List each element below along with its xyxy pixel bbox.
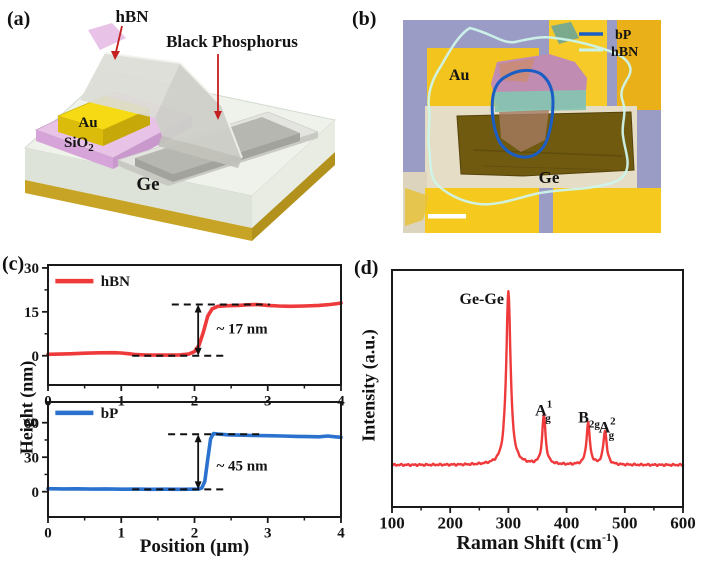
x-tick-label: 1	[118, 525, 126, 541]
x-tick-label: 200	[437, 513, 463, 532]
au-pad-bottom-right	[553, 188, 661, 233]
peak-label: B2g	[578, 409, 600, 430]
panel-b-label: (b)	[352, 8, 377, 30]
step-height-note: ~ 45 nm	[216, 458, 268, 474]
x-tick-label: 100	[379, 513, 405, 532]
hbn-sheet-highlight	[104, 52, 243, 159]
sio2-layer-label: SiO2	[64, 135, 94, 154]
height-axis-title: Height (nm)	[16, 360, 37, 455]
bp-region-mauve	[499, 110, 549, 152]
x-tick-label: 3	[264, 525, 272, 541]
legend-bp-label: bP	[615, 28, 632, 43]
raman-spectrum-chart: 100 200 300 400 500 600 Raman Shift (cm-1) Ge-G…	[379, 269, 696, 554]
y-tick-label: 0	[32, 485, 40, 501]
x-tick-label: 4	[337, 525, 345, 541]
x-tick-label: 500	[612, 513, 638, 532]
raman-curve	[390, 290, 685, 467]
x-axis-title: Position (μm)	[140, 536, 249, 557]
au-layer-label: Au	[78, 115, 97, 131]
hbn-outline	[427, 26, 632, 206]
bp-height-profile-chart: ~ 45 nm 0 1 2 3 4 0 30 60 bP Position (μm)	[24, 401, 345, 557]
au-pad-bottom-left	[425, 188, 539, 233]
ge-substrate-right	[252, 120, 335, 228]
arrow-head-up	[194, 304, 202, 313]
optical-micrograph: bP hBN Au Ge	[403, 20, 661, 233]
sio2-back-sliver	[88, 23, 126, 50]
device-schematic: hBN Black Phosphorus Au SiO2 Ge	[23, 7, 337, 241]
legend-label: bP	[101, 406, 119, 422]
au-pad-top-right	[617, 20, 661, 110]
y-tick-label: 60	[24, 416, 39, 432]
peak-label: Ge-Ge	[460, 291, 504, 308]
legend-label: hBN	[101, 274, 130, 290]
au-region-label: Au	[449, 67, 470, 84]
hbn-callout-label: hBN	[115, 7, 149, 26]
y-tick-label: 0	[32, 349, 40, 365]
ge-substrate-gold-front	[25, 180, 252, 241]
bp-region-teal-band	[493, 90, 586, 112]
x-tick-label: 300	[496, 513, 522, 532]
au-electrode-front	[58, 116, 103, 146]
bp-flake-base-side	[118, 160, 168, 186]
arrow-head-down	[194, 347, 202, 356]
hBN-curve	[46, 301, 343, 357]
ge-substrate-front	[25, 148, 252, 228]
flake-streak	[472, 149, 624, 157]
axes-box	[47, 401, 342, 518]
step-height-note: ~ 17 nm	[216, 321, 268, 337]
y-tick-label: 15	[24, 305, 39, 321]
sio2-layer-front	[36, 130, 113, 169]
intensity-axis-title: Intensity (a.u.)	[358, 329, 379, 442]
x-axis-title: Raman Shift (cm-1)	[456, 530, 618, 554]
bP-curve	[46, 431, 343, 492]
stray-gold-flake	[405, 188, 429, 226]
x-tick-label: 600	[670, 513, 696, 532]
x-tick-label: 2	[191, 525, 199, 541]
peak-label: A2 g	[599, 416, 617, 442]
hbn-sheet-top	[80, 53, 180, 118]
ge-substrate-label: Ge	[136, 174, 159, 195]
au-electrode-right	[103, 109, 150, 146]
legend-hbn-label: hBN	[611, 45, 638, 60]
peak-label: A1 g	[535, 399, 552, 425]
ge-region-label: Ge	[539, 168, 560, 187]
y-tick-label: 30	[24, 261, 39, 277]
panel-c-label: (c)	[2, 253, 25, 275]
scale-bar	[428, 214, 466, 219]
hbn-sheet-lip	[158, 136, 242, 168]
flake-streak	[482, 165, 614, 171]
hbn-arrow	[115, 25, 123, 53]
black-phosphorus-callout-label: Black Phosphorus	[166, 32, 298, 51]
hbn-arrow-head	[111, 51, 120, 60]
panel-d-label: (d)	[354, 257, 379, 279]
ge-substrate-gold-right	[252, 152, 335, 241]
bp-flake-front	[135, 158, 173, 182]
arrow-head-up	[194, 434, 202, 443]
bp-outline	[490, 68, 555, 159]
y-tick-label: 30	[24, 450, 39, 466]
axes-box	[391, 269, 684, 508]
arrow-head-down	[194, 481, 202, 490]
x-tick-label: 0	[44, 525, 52, 541]
bp-arrow-head	[214, 111, 222, 120]
x-tick-label: 400	[554, 513, 580, 532]
hbn-sheet-slope	[155, 63, 242, 158]
panel-a-label: (a)	[7, 8, 31, 30]
